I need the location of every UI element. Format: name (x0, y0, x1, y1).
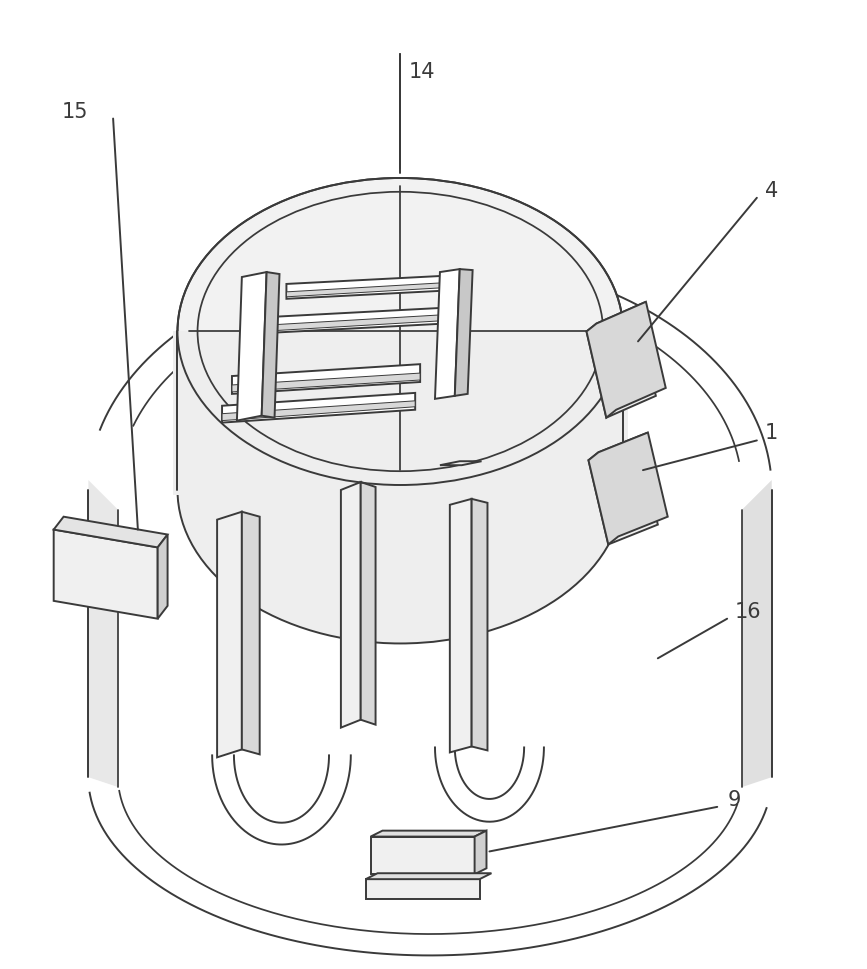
Text: 16: 16 (735, 602, 762, 622)
Ellipse shape (178, 336, 623, 643)
Polygon shape (222, 392, 415, 422)
Polygon shape (589, 441, 658, 545)
Polygon shape (455, 269, 473, 396)
Polygon shape (586, 301, 646, 331)
Ellipse shape (178, 178, 623, 485)
Polygon shape (242, 512, 260, 755)
Polygon shape (54, 530, 158, 618)
Polygon shape (589, 432, 648, 460)
Polygon shape (286, 283, 440, 297)
Text: 15: 15 (62, 102, 88, 122)
Polygon shape (286, 276, 440, 298)
Text: 1: 1 (765, 423, 778, 444)
Polygon shape (173, 331, 628, 495)
Polygon shape (262, 272, 279, 418)
Polygon shape (370, 836, 474, 874)
Polygon shape (277, 315, 445, 330)
Polygon shape (237, 272, 267, 421)
Polygon shape (586, 310, 655, 418)
Polygon shape (366, 879, 479, 899)
Polygon shape (435, 269, 460, 399)
Polygon shape (586, 301, 666, 418)
Polygon shape (222, 401, 415, 421)
Polygon shape (472, 499, 487, 750)
Text: 14: 14 (408, 62, 434, 82)
Polygon shape (217, 512, 242, 758)
Polygon shape (88, 480, 118, 787)
Polygon shape (366, 873, 492, 879)
Polygon shape (232, 373, 420, 391)
Polygon shape (742, 480, 772, 787)
Polygon shape (450, 499, 472, 752)
Polygon shape (361, 482, 375, 725)
Polygon shape (474, 830, 486, 874)
Polygon shape (54, 516, 167, 547)
Polygon shape (341, 482, 361, 728)
Polygon shape (440, 461, 481, 465)
Polygon shape (158, 535, 167, 618)
Polygon shape (277, 308, 445, 332)
Polygon shape (370, 830, 486, 836)
Text: 9: 9 (727, 790, 740, 810)
Text: 4: 4 (765, 181, 778, 201)
Polygon shape (232, 364, 420, 393)
Polygon shape (589, 432, 668, 545)
